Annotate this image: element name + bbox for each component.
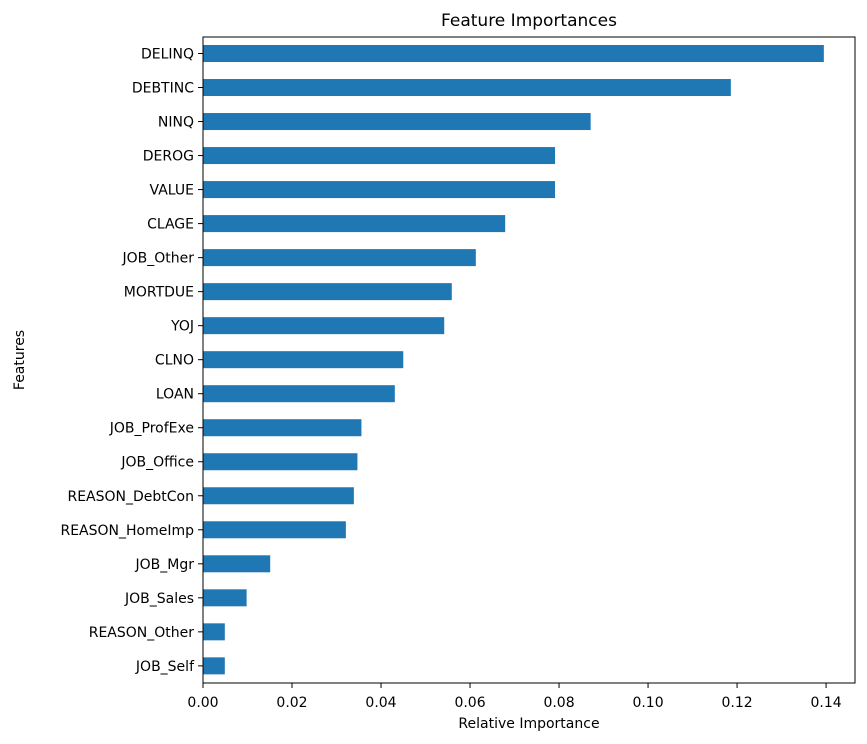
bar-loan <box>203 385 395 403</box>
bar-ninq <box>203 113 591 131</box>
bars-group <box>203 45 824 675</box>
x-tick-label: 0.08 <box>543 695 574 711</box>
chart-title: Feature Importances <box>441 11 617 31</box>
x-axis-title: Relative Importance <box>458 716 599 732</box>
bar-job-office <box>203 453 358 471</box>
bar-reason-debtcon <box>203 487 354 505</box>
y-axis: DELINQ DEBTINC NINQ DEROG VALUE CLAGE JOB_Othe… <box>60 47 203 675</box>
x-tick-label: 0.06 <box>454 695 485 711</box>
bar-job-other <box>203 249 476 267</box>
bar-job-self <box>203 657 225 675</box>
y-tick-label: JOB_ProfExe <box>109 421 194 437</box>
bar-value <box>203 181 556 199</box>
bar-debtinc <box>203 79 731 97</box>
y-tick-label: CLNO <box>155 353 194 369</box>
bar-job-mgr <box>203 555 271 573</box>
bar-mortdue <box>203 283 452 301</box>
bar-derog <box>203 147 556 165</box>
bar-reason-homeimp <box>203 521 346 539</box>
bar-job-profexe <box>203 419 362 437</box>
y-tick-label: JOB_Mgr <box>135 557 195 573</box>
bar-reason-other <box>203 623 225 641</box>
y-tick-label: JOB_Office <box>120 455 194 471</box>
bar-delinq <box>203 45 824 62</box>
y-tick-label: CLAGE <box>147 217 194 233</box>
y-tick-label: JOB_Other <box>121 251 194 267</box>
y-tick-label: DELINQ <box>141 47 194 63</box>
y-axis-title: Features <box>12 330 28 390</box>
y-tick-label: REASON_HomeImp <box>60 523 194 539</box>
y-tick-label: DEBTINC <box>132 81 194 97</box>
bar-job-sales <box>203 589 247 607</box>
x-tick-label: 0.12 <box>721 695 752 711</box>
y-tick-label: REASON_DebtCon <box>67 489 194 505</box>
x-tick-label: 0.10 <box>632 695 663 711</box>
y-tick-label: REASON_Other <box>89 625 195 641</box>
y-tick-label: MORTDUE <box>124 285 194 301</box>
y-tick-label: VALUE <box>150 183 194 199</box>
x-tick-label: 0.04 <box>365 695 396 711</box>
plot-frame <box>202 36 856 684</box>
y-tick-label: NINQ <box>158 115 194 131</box>
y-tick-label: DEROG <box>143 149 194 165</box>
y-tick-label: YOJ <box>170 319 194 335</box>
x-tick-label: 0.02 <box>276 695 307 711</box>
y-tick-label: JOB_Sales <box>124 591 194 607</box>
y-tick-label: JOB_Self <box>135 659 195 675</box>
x-tick-label: 0.00 <box>187 695 218 711</box>
bar-clno <box>203 351 404 369</box>
x-axis: 0.00 0.02 0.04 0.06 0.08 0.10 0.12 0.14 <box>187 683 842 711</box>
bar-yoj <box>203 317 445 335</box>
y-tick-label: LOAN <box>156 387 194 403</box>
bar-clage <box>203 215 506 233</box>
x-tick-label: 0.14 <box>810 695 841 711</box>
